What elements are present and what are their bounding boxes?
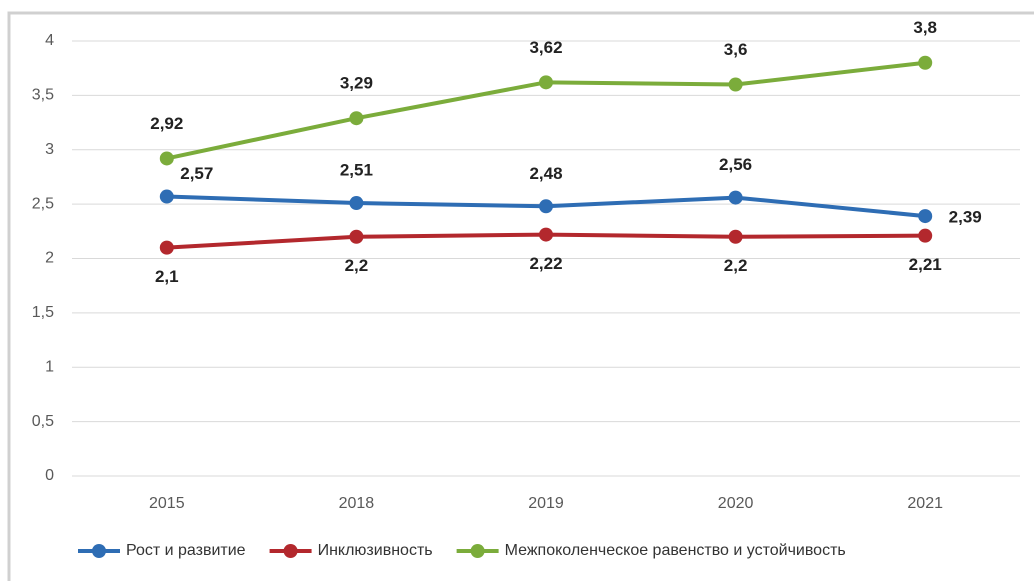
- legend-label: Инклюзивность: [318, 542, 433, 559]
- marker: [349, 111, 364, 126]
- marker: [349, 229, 364, 244]
- y-tick-label: 1,5: [32, 304, 54, 321]
- legend-marker: [92, 544, 106, 558]
- y-tick-label: 3,5: [32, 87, 54, 104]
- data-label: 3,29: [340, 74, 373, 93]
- marker: [728, 77, 743, 92]
- marker: [539, 75, 553, 90]
- marker: [728, 190, 743, 205]
- x-tick-label: 2021: [907, 495, 943, 512]
- legend-label: Межпоколенческое равенство и устойчивост…: [505, 542, 846, 559]
- y-tick-label: 3: [45, 141, 54, 158]
- data-label: 2,1: [155, 267, 179, 286]
- x-tick-label: 2018: [339, 495, 375, 512]
- data-label: 2,57: [180, 164, 213, 183]
- marker: [539, 199, 553, 214]
- marker: [918, 209, 933, 224]
- y-tick-label: 2,5: [32, 195, 54, 212]
- y-tick-label: 1: [45, 358, 54, 375]
- legend-marker: [283, 544, 298, 558]
- frame: [7, 11, 1034, 581]
- data-label: 2,21: [909, 255, 942, 274]
- marker: [349, 196, 364, 211]
- data-label: 2,56: [719, 155, 752, 174]
- marker: [918, 228, 933, 243]
- marker: [539, 227, 553, 242]
- data-label: 2,2: [724, 256, 748, 275]
- legend-marker: [470, 544, 485, 558]
- legend-label: Рост и развитие: [126, 542, 246, 559]
- marker: [159, 240, 174, 255]
- marker: [159, 151, 174, 166]
- x-tick-label: 2020: [718, 495, 754, 512]
- data-label: 2,2: [345, 256, 369, 275]
- marker: [728, 229, 743, 244]
- x-tick-label: 2015: [149, 495, 185, 512]
- data-label: 2,39: [949, 208, 982, 227]
- data-label: 2,22: [529, 254, 562, 273]
- data-label: 3,8: [913, 18, 937, 37]
- data-label: 3,62: [529, 38, 562, 57]
- data-label: 2,51: [340, 161, 373, 180]
- y-tick-label: 4: [45, 32, 54, 49]
- marker: [918, 55, 933, 70]
- x-tick-label: 2019: [528, 495, 564, 512]
- data-label: 3,6: [724, 40, 748, 59]
- marker: [159, 189, 174, 204]
- data-label: 2,48: [529, 164, 562, 183]
- y-tick-label: 2: [45, 250, 54, 267]
- y-tick-label: 0,5: [32, 413, 54, 430]
- y-tick-label: 0: [45, 467, 54, 484]
- data-label: 2,92: [150, 114, 183, 133]
